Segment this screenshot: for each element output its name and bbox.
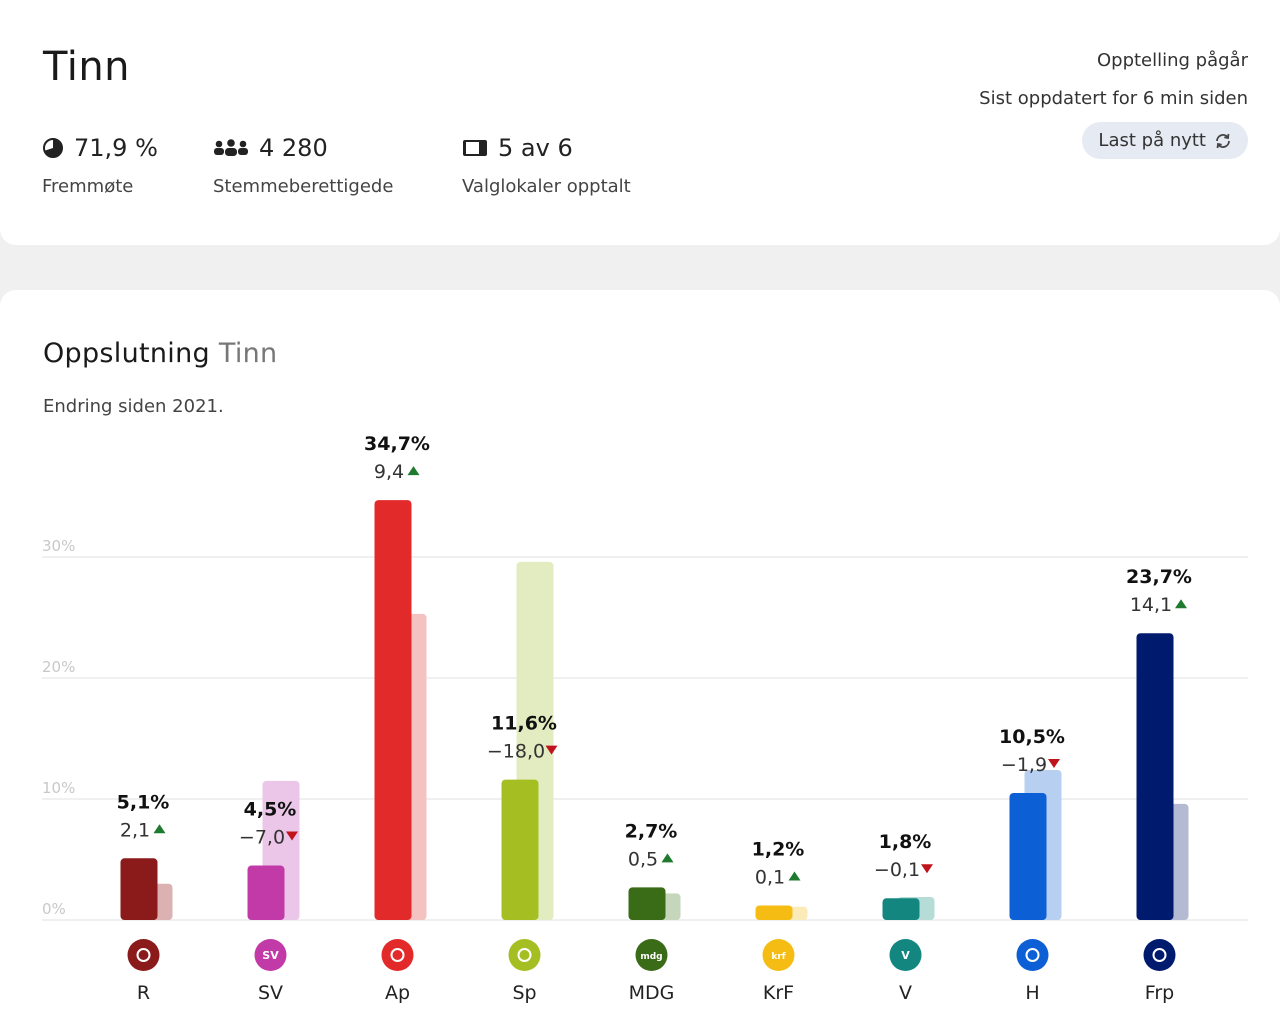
people-icon	[214, 139, 248, 156]
logo-mark	[1025, 948, 1040, 962]
clover-icon	[508, 939, 541, 971]
change-up-icon	[1175, 599, 1187, 609]
value-label: 1,8%	[879, 831, 932, 853]
category-label: H	[1025, 982, 1039, 1004]
stat-turnout: 71,9 % Fremmøte	[42, 132, 158, 197]
change-label: 0,1	[755, 866, 785, 888]
refresh-icon	[1216, 133, 1230, 148]
logo-mark	[390, 948, 405, 962]
counted-value: 5 av 6	[498, 134, 573, 162]
logo-mark	[517, 948, 532, 962]
value-label: 23,7%	[1126, 566, 1192, 588]
eligible-label: Stemmeberettigede	[213, 176, 394, 197]
category-label: Sp	[512, 982, 536, 1004]
y-tick-label: 30%	[42, 537, 75, 555]
count-status: Opptelling pågår Sist oppdatert for 6 mi…	[979, 42, 1248, 159]
category-label: R	[137, 982, 150, 1004]
category-label: SV	[258, 982, 283, 1004]
mdg-logo-icon	[635, 939, 668, 971]
count-status-text: Opptelling pågår	[1096, 50, 1248, 71]
bar-2025	[628, 887, 666, 920]
bar-2025	[120, 858, 158, 920]
wave-icon	[1016, 939, 1049, 971]
v-logo-icon	[889, 939, 922, 971]
category-label: Ap	[385, 982, 410, 1004]
bar-2025	[247, 865, 285, 920]
category-label: Frp	[1145, 982, 1174, 1004]
bar-2025	[1136, 633, 1174, 920]
logo-mark	[1152, 948, 1167, 962]
value-label: 34,7%	[364, 433, 430, 455]
logo-mark	[136, 948, 151, 962]
change-down-icon	[921, 864, 933, 874]
y-tick-label: 0%	[42, 900, 66, 918]
change-down-icon	[545, 745, 558, 755]
value-label: 11,6%	[491, 713, 557, 735]
change-up-icon	[407, 466, 420, 476]
reload-button[interactable]: Last på nytt	[1082, 122, 1248, 159]
change-label: −1,9	[1001, 754, 1047, 776]
sv-logo-icon	[254, 939, 287, 971]
krf-logo-icon	[762, 939, 795, 971]
value-label: 1,2%	[752, 838, 805, 860]
eligible-value: 4 280	[259, 134, 328, 162]
logo-text: V	[901, 949, 910, 962]
change-up-icon	[788, 871, 801, 881]
reload-label: Last på nytt	[1098, 130, 1206, 151]
y-tick-label: 20%	[42, 658, 75, 676]
page-title: Tinn	[43, 44, 131, 90]
change-down-icon	[286, 831, 298, 841]
bar-2025	[501, 779, 539, 920]
change-up-icon	[153, 824, 166, 834]
change-label: 14,1	[1130, 594, 1172, 616]
bar-2025	[1009, 792, 1047, 920]
value-label: 10,5%	[999, 726, 1065, 748]
change-label: −18,0	[487, 741, 545, 763]
value-label: 2,7%	[625, 820, 678, 842]
logo-text: SV	[262, 949, 279, 962]
change-label: 2,1	[120, 819, 150, 841]
chart-title-main: Oppslutning	[43, 338, 210, 369]
chart-subtitle: Endring siden 2021.	[43, 396, 224, 417]
last-updated: Sist oppdatert for 6 min siden	[979, 88, 1248, 109]
logo-text: mdg	[640, 952, 662, 962]
counted-label: Valglokaler opptalt	[462, 176, 631, 197]
y-tick-label: 10%	[42, 779, 75, 797]
turnout-value: 71,9 %	[74, 134, 158, 162]
category-label: KrF	[763, 982, 794, 1004]
change-label: 9,4	[374, 461, 404, 483]
frp-logo-icon	[1143, 939, 1176, 971]
change-label: −0,1	[874, 859, 920, 881]
category-label: MDG	[629, 982, 675, 1004]
turnout-label: Fremmøte	[42, 176, 134, 197]
value-label: 5,1%	[117, 791, 170, 813]
chart-title-place: Tinn	[218, 338, 278, 369]
star-icon	[127, 939, 160, 971]
pie-icon	[43, 138, 63, 158]
category-label: V	[899, 982, 912, 1004]
ballot-box-icon	[463, 140, 487, 156]
chart-title: Oppslutning Tinn	[43, 338, 277, 369]
change-label: 0,5	[628, 848, 658, 870]
change-up-icon	[661, 853, 674, 863]
stat-eligible: 4 280 Stemmeberettigede	[213, 132, 393, 197]
summary-card	[0, 0, 1280, 245]
logo-text: krf	[771, 952, 785, 962]
change-down-icon	[1048, 758, 1060, 768]
bar-2025	[755, 905, 793, 920]
value-label: 4,5%	[244, 799, 297, 821]
bar-2025	[882, 898, 920, 920]
rose-icon	[381, 939, 414, 971]
stat-counted: 5 av 6 Valglokaler opptalt	[462, 132, 631, 197]
bar-2025	[374, 500, 412, 920]
change-label: −7,0	[239, 827, 285, 849]
